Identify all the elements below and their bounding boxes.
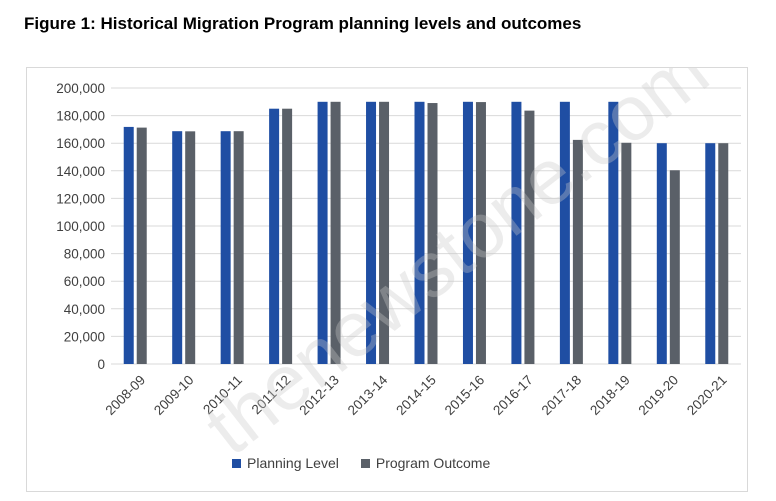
figure-title: Figure 1: Historical Migration Program p… bbox=[24, 14, 582, 33]
bar-planning-level bbox=[511, 101, 522, 365]
bar-program-outcome bbox=[282, 108, 293, 364]
bar-program-outcome bbox=[621, 142, 632, 364]
bar-program-outcome bbox=[475, 102, 486, 365]
bar-program-outcome bbox=[379, 101, 390, 365]
gridlines bbox=[111, 87, 741, 365]
y-tick-label: 20,000 bbox=[64, 329, 105, 344]
legend-swatch-planning bbox=[232, 458, 241, 468]
legend: Planning Level Program Outcome bbox=[232, 455, 512, 471]
x-tick-label: 2014-15 bbox=[393, 372, 439, 418]
chart-frame: 0 20,000 40,000 60,000 80,000 100,000 120,000 1… bbox=[26, 67, 748, 492]
bar-planning-level bbox=[656, 143, 667, 364]
bar-program-outcome bbox=[718, 143, 729, 364]
legend-item-planning: Planning Level bbox=[232, 455, 339, 471]
bar-planning-level bbox=[705, 143, 716, 364]
bar-planning-level bbox=[414, 101, 425, 365]
bar-planning-level bbox=[366, 101, 377, 365]
bar-program-outcome bbox=[185, 131, 196, 364]
y-tick-label: 120,000 bbox=[56, 191, 105, 206]
legend-label-planning: Planning Level bbox=[247, 455, 339, 471]
bar-planning-level bbox=[123, 126, 134, 364]
y-tick-label: 80,000 bbox=[64, 247, 105, 262]
bar-planning-level bbox=[220, 131, 231, 364]
y-tick-label: 60,000 bbox=[64, 274, 105, 289]
x-tick-label: 2019-20 bbox=[636, 372, 682, 418]
y-tick-label: 160,000 bbox=[56, 136, 105, 151]
x-tick-label: 2018-19 bbox=[587, 372, 633, 418]
legend-swatch-outcome bbox=[360, 458, 370, 468]
bar-program-outcome bbox=[330, 101, 341, 365]
bar-program-outcome bbox=[427, 103, 438, 365]
y-tick-label: 200,000 bbox=[56, 81, 105, 96]
bar-planning-level bbox=[172, 131, 183, 364]
bar-program-outcome bbox=[572, 139, 583, 364]
legend-item-outcome: Program Outcome bbox=[360, 455, 491, 471]
x-tick-label: 2009-10 bbox=[151, 372, 197, 418]
bar-program-outcome bbox=[233, 131, 244, 364]
y-axis-tick-labels: 0 20,000 40,000 60,000 80,000 100,000 120,000 1… bbox=[56, 81, 105, 372]
bar-planning-level bbox=[559, 101, 570, 365]
bar-planning-level bbox=[269, 108, 280, 364]
x-tick-label: 2016-17 bbox=[490, 372, 536, 418]
y-tick-label: 180,000 bbox=[56, 109, 105, 124]
bar-program-outcome bbox=[669, 170, 680, 364]
bar-planning-level bbox=[317, 101, 328, 365]
bar-chart: 0 20,000 40,000 60,000 80,000 100,000 120,000 1… bbox=[56, 68, 741, 471]
bar-program-outcome bbox=[524, 110, 535, 364]
y-tick-label: 140,000 bbox=[56, 164, 105, 179]
bar-planning-level bbox=[462, 101, 473, 365]
y-tick-label: 0 bbox=[97, 357, 105, 372]
legend-label-outcome: Program Outcome bbox=[375, 455, 491, 471]
y-tick-label: 40,000 bbox=[64, 302, 105, 317]
bar-program-outcome bbox=[136, 127, 147, 364]
x-tick-label: 2015-16 bbox=[442, 372, 488, 418]
x-tick-label: 2020-21 bbox=[684, 372, 730, 418]
y-tick-label: 100,000 bbox=[56, 219, 105, 234]
x-tick-label: 2008-09 bbox=[102, 372, 148, 418]
bar-planning-level bbox=[608, 101, 619, 365]
bars bbox=[123, 101, 729, 365]
x-tick-label: 2017-18 bbox=[539, 372, 585, 418]
